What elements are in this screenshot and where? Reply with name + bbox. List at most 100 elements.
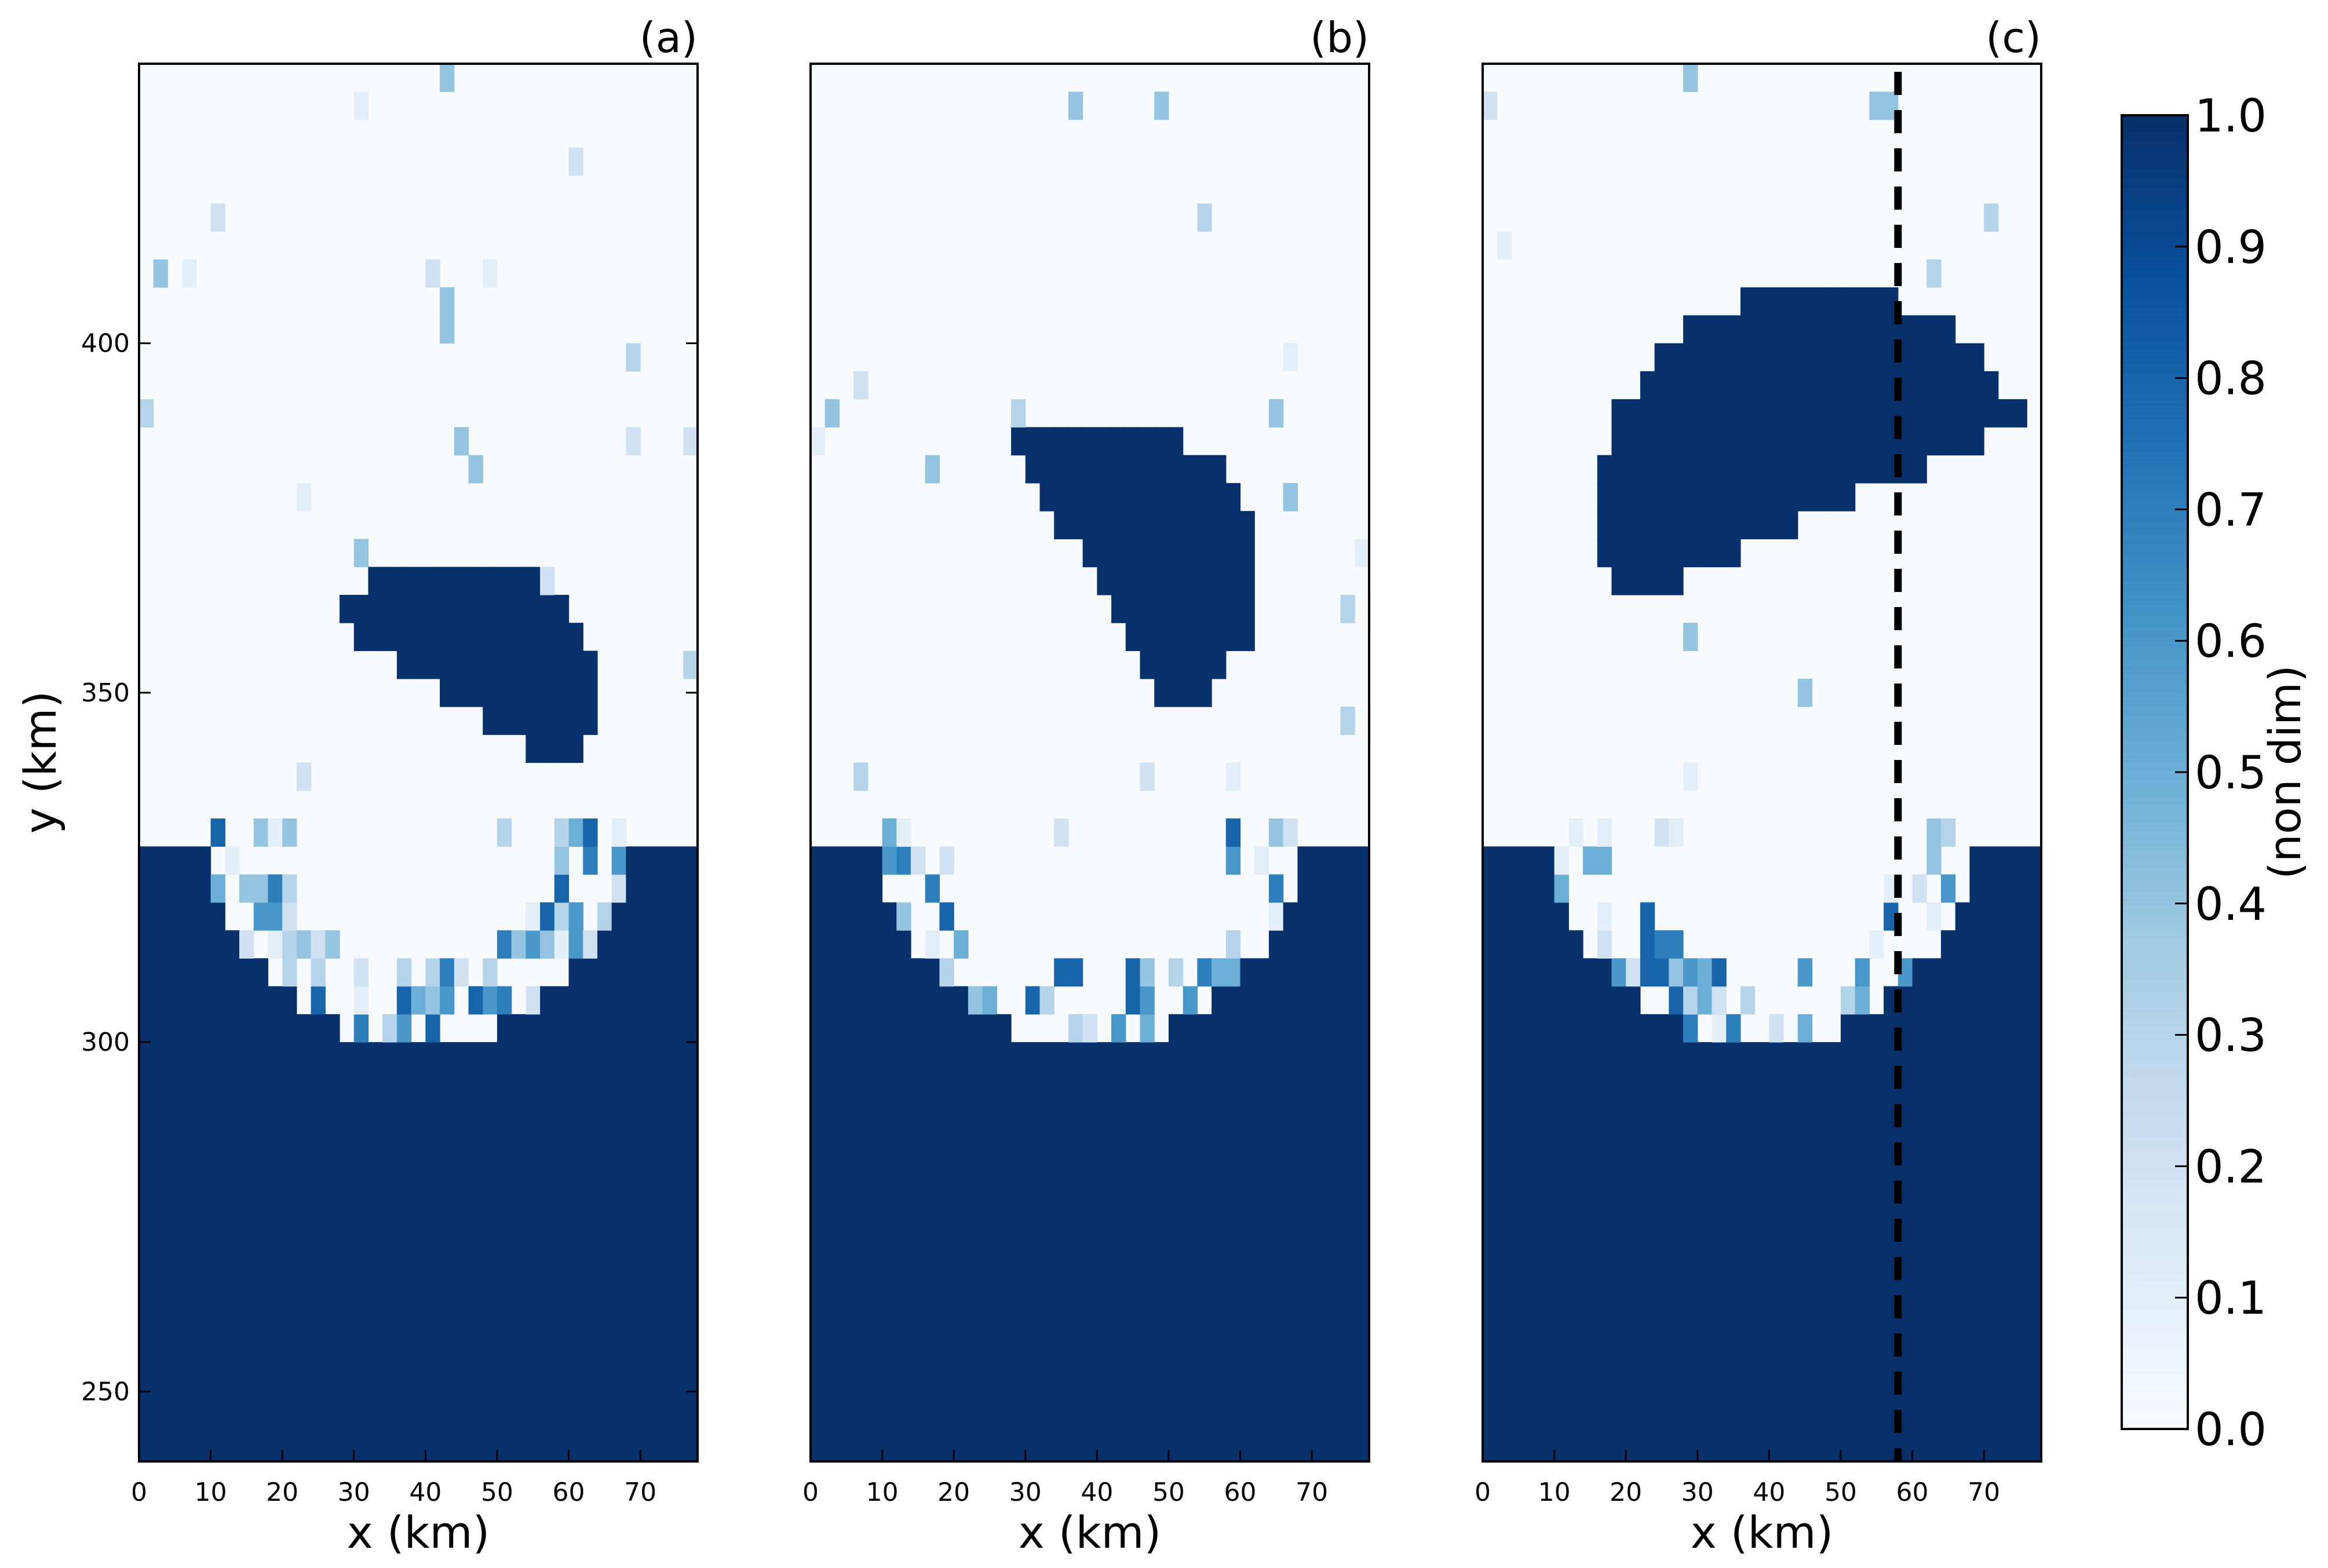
heatmap-cell xyxy=(853,958,869,987)
heatmap-cell xyxy=(1539,1154,1555,1182)
heatmap-cell xyxy=(1254,1433,1269,1462)
heatmap-cell xyxy=(268,818,283,847)
heatmap-cell xyxy=(811,846,826,875)
heatmap-cell xyxy=(353,1293,369,1322)
heatmap-cell xyxy=(1984,958,1999,987)
heatmap-cell xyxy=(1611,1433,1626,1462)
heatmap-cell xyxy=(340,1266,355,1295)
heatmap-cell xyxy=(1726,1405,1741,1434)
heatmap-cell xyxy=(1054,427,1069,456)
heatmap-cell xyxy=(611,1377,627,1406)
heatmap-cell xyxy=(1869,455,1884,484)
heatmap-cell xyxy=(839,1433,854,1462)
heatmap-cell xyxy=(1611,1070,1626,1099)
heatmap-cell xyxy=(939,1433,954,1462)
heatmap-cell xyxy=(811,1014,826,1043)
heatmap-cell xyxy=(1683,1377,1698,1406)
heatmap-cell xyxy=(1539,1209,1555,1238)
heatmap-cell xyxy=(1082,1014,1097,1043)
heatmap-cell xyxy=(925,1154,940,1182)
heatmap-cell xyxy=(1683,762,1698,791)
heatmap-cell xyxy=(611,1349,627,1378)
heatmap-cell xyxy=(1826,1182,1841,1211)
heatmap-cell xyxy=(1783,1125,1798,1154)
heatmap-cell xyxy=(1912,1209,1927,1238)
heatmap-cell xyxy=(483,1237,498,1266)
heatmap-cell xyxy=(997,1377,1012,1406)
heatmap-cell xyxy=(1797,343,1813,372)
heatmap-cell xyxy=(867,874,883,903)
heatmap-cell xyxy=(640,1042,655,1070)
x-tick-label: 50 xyxy=(1825,1478,1857,1507)
heatmap-cell xyxy=(540,1042,555,1070)
heatmap-cell xyxy=(896,958,911,987)
heatmap-cell xyxy=(1955,986,1971,1015)
heatmap-cell xyxy=(210,1237,225,1266)
heatmap-cell xyxy=(1526,1266,1541,1295)
heatmap-cell xyxy=(1611,539,1626,568)
heatmap-cell xyxy=(1697,1377,1713,1406)
heatmap-cell xyxy=(1955,371,1971,400)
heatmap-cell xyxy=(1212,1014,1227,1043)
heatmap-cell xyxy=(2027,902,2042,931)
heatmap-cell xyxy=(997,1237,1012,1266)
heatmap-cell xyxy=(1611,1293,1626,1322)
heatmap-cell xyxy=(1855,1209,1870,1238)
heatmap-cell xyxy=(1726,1321,1741,1350)
heatmap-cell xyxy=(1511,1182,1526,1211)
heatmap-cell xyxy=(1869,1125,1884,1154)
heatmap-cell xyxy=(882,1042,897,1070)
heatmap-cell xyxy=(554,930,570,959)
heatmap-cell xyxy=(1726,483,1741,511)
heatmap-cell xyxy=(1940,818,1956,847)
heatmap-cell xyxy=(1526,1405,1541,1434)
heatmap-cell xyxy=(196,846,211,875)
heatmap-cell xyxy=(1183,986,1198,1015)
heatmap-cell xyxy=(1640,1293,1655,1322)
heatmap-cell xyxy=(1312,1154,1327,1182)
heatmap-cell xyxy=(1068,1125,1083,1154)
heatmap-cell xyxy=(1283,343,1298,372)
heatmap-cell xyxy=(1754,1154,1769,1182)
heatmap-cell xyxy=(1497,1070,1512,1099)
heatmap-cell xyxy=(526,1349,541,1378)
heatmap-cell xyxy=(1240,1098,1255,1127)
heatmap-cell xyxy=(611,1293,627,1322)
heatmap-cell xyxy=(1212,986,1227,1015)
heatmap-cell xyxy=(1125,1237,1141,1266)
heatmap-cell xyxy=(1097,1405,1112,1434)
heatmap-cell xyxy=(811,1377,826,1406)
heatmap-cell xyxy=(925,986,940,1015)
heatmap-cell xyxy=(954,1182,969,1211)
heatmap-cell xyxy=(1797,427,1813,456)
heatmap-cell xyxy=(654,902,670,931)
heatmap-cell xyxy=(1212,1433,1227,1462)
heatmap-cell xyxy=(1654,1014,1669,1043)
heatmap-cell xyxy=(1611,511,1626,540)
heatmap-cell xyxy=(253,1349,269,1378)
heatmap-cell xyxy=(1140,958,1155,987)
heatmap-cell xyxy=(896,1154,911,1182)
heatmap-cell xyxy=(1969,1433,1984,1462)
heatmap-cell xyxy=(583,1070,598,1099)
heatmap-cell xyxy=(1312,1321,1327,1350)
heatmap-cell xyxy=(1740,483,1756,511)
heatmap-cell xyxy=(839,1098,854,1127)
heatmap-cell xyxy=(654,1349,670,1378)
heatmap-cell xyxy=(611,902,627,931)
heatmap-cell xyxy=(554,846,570,875)
heatmap-cell xyxy=(1140,1266,1155,1295)
heatmap-cell xyxy=(1969,930,1984,959)
heatmap-cell xyxy=(1039,1182,1054,1211)
heatmap-cell xyxy=(597,958,612,987)
heatmap-cell xyxy=(353,1070,369,1099)
heatmap-cell xyxy=(1297,1377,1312,1406)
heatmap-cell xyxy=(1025,1237,1041,1266)
heatmap-cell xyxy=(911,1321,926,1350)
heatmap-cell xyxy=(1855,315,1870,344)
heatmap-cell xyxy=(1125,1377,1141,1406)
heatmap-cell xyxy=(396,1433,412,1462)
x-tick-label: 10 xyxy=(1538,1478,1571,1507)
heatmap-cell xyxy=(1183,650,1198,679)
heatmap-cell xyxy=(1940,1125,1956,1154)
